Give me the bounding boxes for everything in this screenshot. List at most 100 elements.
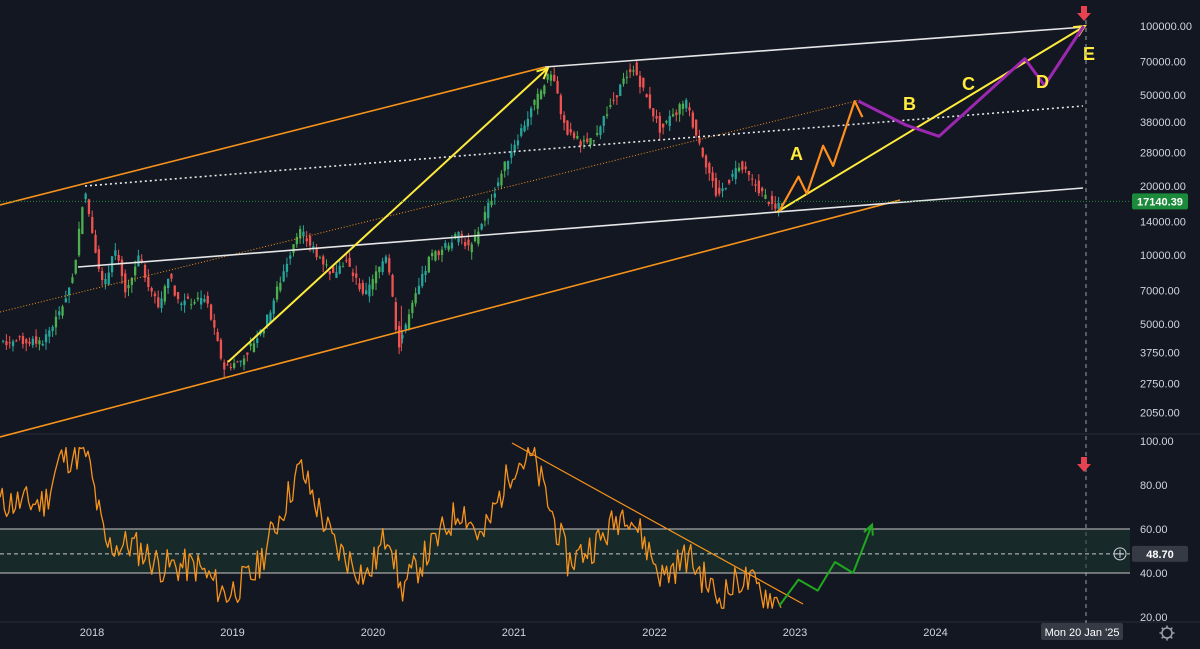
candle-body [728, 180, 731, 184]
time-tick-label: 2020 [361, 627, 385, 639]
candle-body [424, 270, 427, 275]
candle-body [302, 231, 305, 237]
candle-body [500, 173, 503, 186]
time-tick-label: 2021 [502, 627, 526, 639]
candle-body [325, 264, 328, 266]
candle-body [150, 287, 153, 292]
candle-body [506, 160, 510, 170]
candle-body [688, 107, 691, 111]
candle-body [81, 207, 84, 235]
crosshair-plus-icon[interactable] [1113, 547, 1127, 561]
price-tick-label: 38000.00 [1140, 117, 1186, 129]
candle-body [434, 251, 437, 261]
candle-body [38, 340, 41, 345]
price-tick-label: 2750.00 [1140, 378, 1180, 390]
time-tick-label: 2019 [220, 627, 244, 639]
candle-body [774, 203, 777, 209]
candle-body [394, 302, 397, 330]
candle-body [262, 330, 265, 334]
candle-body [332, 266, 335, 273]
candle-body [61, 306, 64, 316]
candle-body [487, 202, 490, 219]
red-down-marker-price [1077, 6, 1091, 21]
candle-body [761, 187, 764, 192]
candle-body [130, 277, 133, 286]
candle-body [724, 188, 727, 190]
candle-body [757, 180, 760, 194]
candle-body [635, 62, 638, 76]
candle-body [734, 168, 737, 179]
candle-body [615, 95, 619, 98]
candle-body [91, 216, 94, 233]
candle-body [143, 264, 147, 278]
candle-body [206, 295, 209, 304]
candle-body [602, 115, 605, 126]
candle-body [770, 195, 774, 204]
white-dotted-resistance [84, 105, 1084, 187]
candle-body [638, 75, 642, 88]
candle-body [213, 319, 216, 328]
candle-body [549, 74, 553, 81]
candle-body [114, 250, 117, 256]
candle-body [328, 271, 331, 275]
candle-body [358, 283, 361, 290]
candle-body [576, 135, 579, 139]
rsi-value-badge [1132, 545, 1188, 562]
candle-body [473, 236, 477, 242]
candle-body [341, 266, 345, 268]
candle-body [539, 90, 543, 100]
candle-body [530, 108, 533, 118]
wave-label-c: C [962, 74, 975, 94]
candle-body [31, 338, 34, 346]
candle-body [579, 141, 582, 146]
wave-label-a: A [790, 144, 803, 164]
time-tick-label: 2022 [642, 627, 666, 639]
candle-body [655, 116, 658, 119]
green-rsi-projection [778, 524, 873, 607]
candle-body [632, 70, 635, 72]
candle-body [107, 272, 110, 285]
price-tick-label: 5000.00 [1140, 319, 1180, 331]
candle-body [282, 271, 285, 282]
candle-body [275, 286, 279, 300]
candle-body [533, 100, 536, 105]
candle-body [609, 105, 612, 107]
candle-body [685, 99, 688, 109]
red-down-marker-rsi [1077, 457, 1091, 472]
candle-body [599, 126, 602, 136]
price-tick-label: 28000.00 [1140, 148, 1186, 160]
candle-body [378, 266, 381, 273]
white-channel-upper [544, 26, 1086, 68]
candle-body [137, 255, 140, 267]
candle-body [77, 228, 81, 256]
candle-body [427, 256, 430, 273]
candle-body [163, 286, 166, 302]
green-rsi-arrowhead [863, 522, 874, 536]
price-tick-label: 100000.00 [1140, 21, 1192, 33]
candle-body [483, 212, 487, 221]
candle-body [526, 118, 529, 127]
candle-body [246, 352, 249, 355]
rsi-tick-label: 20.00 [1140, 612, 1168, 624]
gear-icon-tooth [1161, 636, 1164, 639]
candle-body [322, 256, 325, 265]
candle-body [470, 244, 473, 253]
candle-body [226, 364, 229, 366]
gear-icon-tooth [1170, 636, 1173, 639]
rsi-tick-label: 80.00 [1140, 480, 1168, 492]
candle-body [193, 301, 196, 304]
candle-body [701, 147, 704, 157]
candle-body [160, 298, 163, 309]
wave-label-d: D [1036, 72, 1049, 92]
price-tick-label: 7000.00 [1140, 285, 1180, 297]
candle-body [140, 259, 143, 263]
candle-body [513, 144, 516, 152]
candle-body [269, 312, 272, 323]
candle-body [401, 335, 404, 339]
candle-body [731, 173, 734, 177]
candle-body [183, 300, 186, 306]
candle-body [8, 342, 11, 344]
rsi-tick-label: 60.00 [1140, 524, 1168, 536]
